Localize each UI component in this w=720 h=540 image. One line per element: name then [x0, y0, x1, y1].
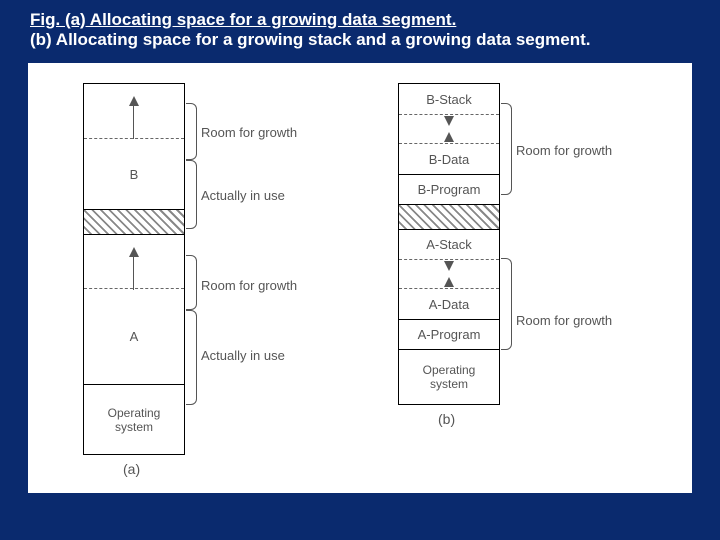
seg-b-9: Operatingsystem — [399, 349, 499, 404]
seg-b-5: A-Stack — [399, 229, 499, 259]
figure-title: Fig. (a) Allocating space for a growing … — [0, 0, 720, 55]
grow-arrow-up — [129, 247, 139, 257]
data-arrow-up — [444, 132, 454, 142]
side-label-a-0: Room for growth — [201, 125, 297, 140]
seg-a-3 — [84, 234, 184, 289]
seg-b-7: A-Data — [399, 289, 499, 319]
title-line1: Fig. (a) Allocating space for a growing … — [30, 10, 690, 30]
seg-b-0: B-Stack — [399, 84, 499, 114]
seg-b-2: B-Data — [399, 144, 499, 174]
data-arrow-up — [444, 277, 454, 287]
brace-a-0 — [186, 103, 197, 160]
seg-b-4 — [399, 204, 499, 229]
brace-a-3 — [186, 310, 197, 405]
seg-b-3: B-Program — [399, 174, 499, 204]
caption-a: (a) — [123, 461, 140, 477]
grow-arrow-up — [129, 96, 139, 106]
figure-canvas: BAOperatingsystemRoom for growthActually… — [28, 63, 692, 493]
side-label-a-2: Room for growth — [201, 278, 297, 293]
brace-a-2 — [186, 255, 197, 310]
caption-b: (b) — [438, 411, 455, 427]
title-line2: (b) Allocating space for a growing stack… — [30, 30, 690, 50]
seg-a-5: Operatingsystem — [84, 384, 184, 454]
side-label-a-3: Actually in use — [201, 348, 285, 363]
memory-column-b: B-Stack B-DataB-Program A-Stack A-DataA-Pro… — [398, 83, 500, 405]
memory-column-a: B AOperatingsystem — [83, 83, 185, 455]
brace-b-0 — [501, 103, 512, 195]
brace-b-1 — [501, 258, 512, 350]
grow-arrow-line — [133, 106, 134, 139]
side-label-b-0: Room for growth — [516, 143, 612, 158]
seg-a-2 — [84, 209, 184, 234]
side-label-a-1: Actually in use — [201, 188, 285, 203]
seg-a-1: B — [84, 139, 184, 209]
brace-a-1 — [186, 160, 197, 229]
grow-arrow-line — [133, 257, 134, 290]
side-label-b-1: Room for growth — [516, 313, 612, 328]
seg-a-0 — [84, 84, 184, 139]
seg-a-4: A — [84, 289, 184, 384]
seg-b-8: A-Program — [399, 319, 499, 349]
